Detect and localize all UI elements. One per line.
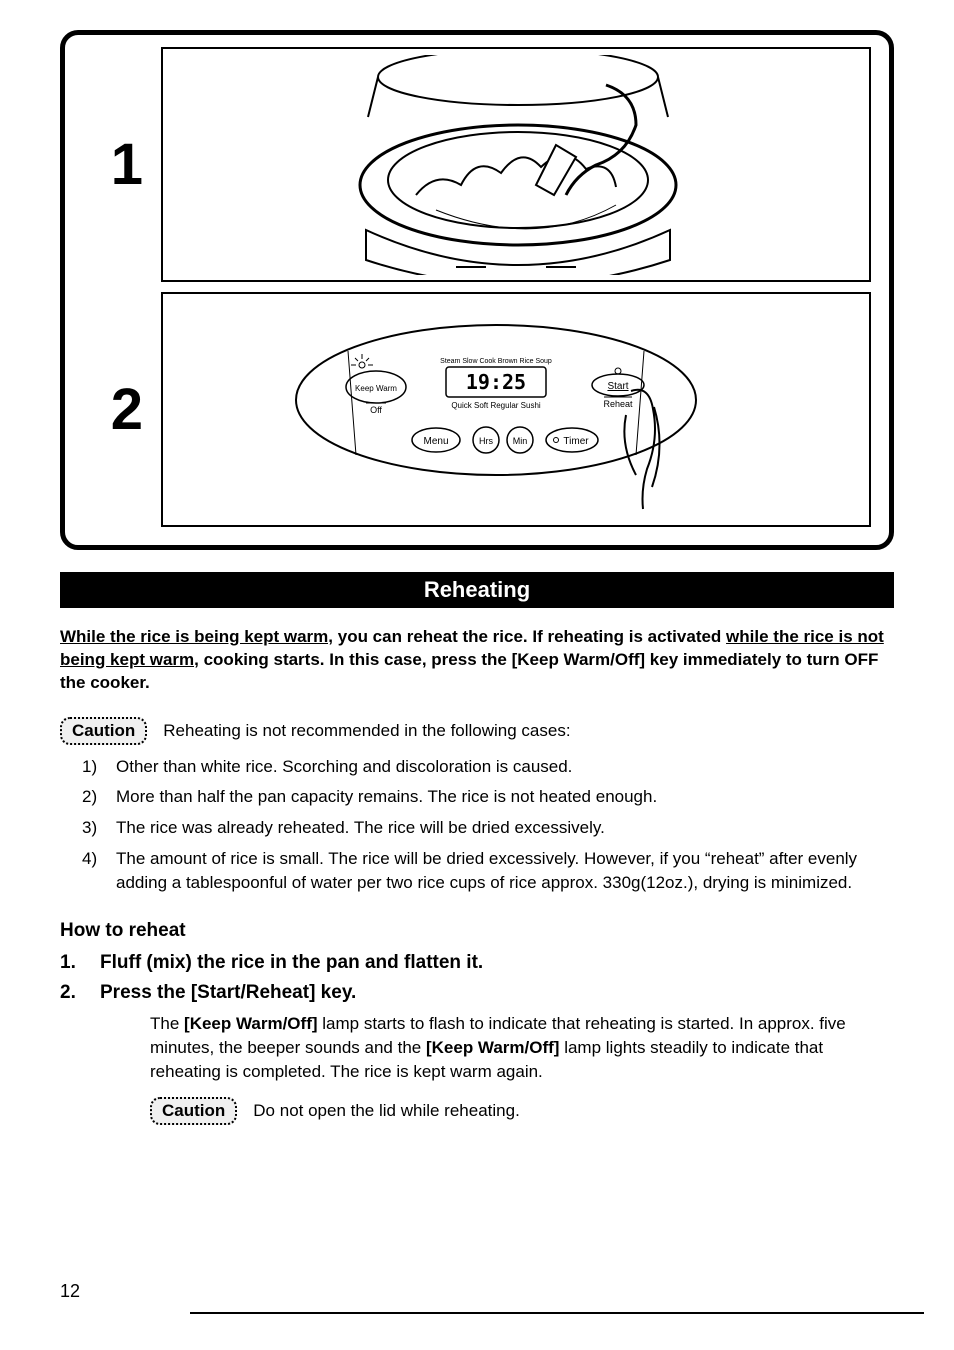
panel-off-label: Off — [370, 405, 382, 415]
case-text: Other than white rice. Scorching and dis… — [116, 755, 572, 780]
illus-box-1 — [161, 47, 871, 282]
step2-body-a: The — [150, 1014, 184, 1033]
step-2-body: The [Keep Warm/Off] lamp starts to flash… — [60, 1012, 894, 1083]
panel-min-label: Min — [513, 436, 528, 446]
banner-text: Reheating — [424, 577, 530, 603]
panel-start-label: Start — [607, 381, 628, 392]
step-2-line: 2. Press the [Start/Reheat] key. — [60, 982, 894, 1004]
step-1-num: 1. — [60, 952, 82, 974]
caution-badge: Caution — [150, 1097, 237, 1125]
case-text: More than half the pan capacity remains.… — [116, 785, 657, 810]
step-1-line: 1. Fluff (mix) the rice in the pan and f… — [60, 952, 894, 974]
section-banner: Reheating — [60, 572, 894, 608]
rice-cooker-open-drawing — [306, 55, 726, 275]
step2-body-b: [Keep Warm/Off] — [184, 1014, 318, 1033]
footer-rule — [190, 1312, 924, 1314]
case-item-3: 3) The rice was already reheated. The ric… — [82, 816, 894, 841]
illus-row-1: 1 — [83, 47, 871, 282]
howto-heading: How to reheat — [60, 920, 894, 942]
case-text: The rice was already reheated. The rice … — [116, 816, 605, 841]
panel-menu-label: Menu — [423, 436, 448, 447]
intro-text-1: you can reheat the rice. If reheating is… — [333, 627, 726, 646]
case-item-2: 2) More than half the pan capacity remain… — [82, 785, 894, 810]
step-2-text: Press the [Start/Reheat] key. — [100, 982, 356, 1004]
case-item-1: 1) Other than white rice. Scorching and d… — [82, 755, 894, 780]
caution-text-1: Reheating is not recommended in the foll… — [163, 721, 570, 741]
cases-list: 1) Other than white rice. Scorching and d… — [60, 755, 894, 896]
case-text: The amount of rice is small. The rice wi… — [116, 847, 894, 896]
caution-row-1: Caution Reheating is not recommended in … — [60, 717, 894, 745]
caution-badge: Caution — [60, 717, 147, 745]
step2-body-d: [Keep Warm/Off] — [426, 1038, 560, 1057]
case-num: 1) — [82, 755, 104, 780]
case-num: 2) — [82, 785, 104, 810]
caution-text-2: Do not open the lid while reheating. — [253, 1101, 520, 1121]
step-1-text: Fluff (mix) the rice in the pan and flat… — [100, 952, 483, 974]
caution-row-2: Caution Do not open the lid while reheat… — [60, 1097, 894, 1125]
step-2-num: 2. — [60, 982, 82, 1004]
panel-bottom-row: Quick Soft Regular Sushi — [451, 401, 541, 410]
case-num: 4) — [82, 847, 104, 896]
intro-paragraph: While the rice is being kept warm, you c… — [60, 626, 894, 695]
intro-underline-1: While the rice is being kept warm, — [60, 627, 333, 646]
control-panel-drawing: Keep Warm Off 19:25 Steam Slow Cook Brow… — [286, 305, 746, 515]
page-number: 12 — [60, 1281, 80, 1302]
panel-reheat-label: Reheat — [603, 399, 633, 409]
illus-box-2: Keep Warm Off 19:25 Steam Slow Cook Brow… — [161, 292, 871, 527]
panel-keepwarm-label: Keep Warm — [355, 384, 397, 393]
illustration-frame: 1 2 — [60, 30, 894, 550]
panel-top-row: Steam Slow Cook Brown Rice Soup — [440, 358, 552, 365]
case-num: 3) — [82, 816, 104, 841]
panel-timer-label: Timer — [563, 436, 589, 447]
step-number-2: 2 — [83, 376, 143, 443]
case-item-4: 4)The amount of rice is small. The rice … — [82, 847, 894, 896]
panel-hrs-label: Hrs — [479, 436, 493, 446]
panel-display-time: 19:25 — [466, 370, 526, 394]
step-number-1: 1 — [83, 131, 143, 198]
illus-row-2: 2 Keep Warm Off 19:25 Steam Slow Cook Br… — [83, 292, 871, 527]
